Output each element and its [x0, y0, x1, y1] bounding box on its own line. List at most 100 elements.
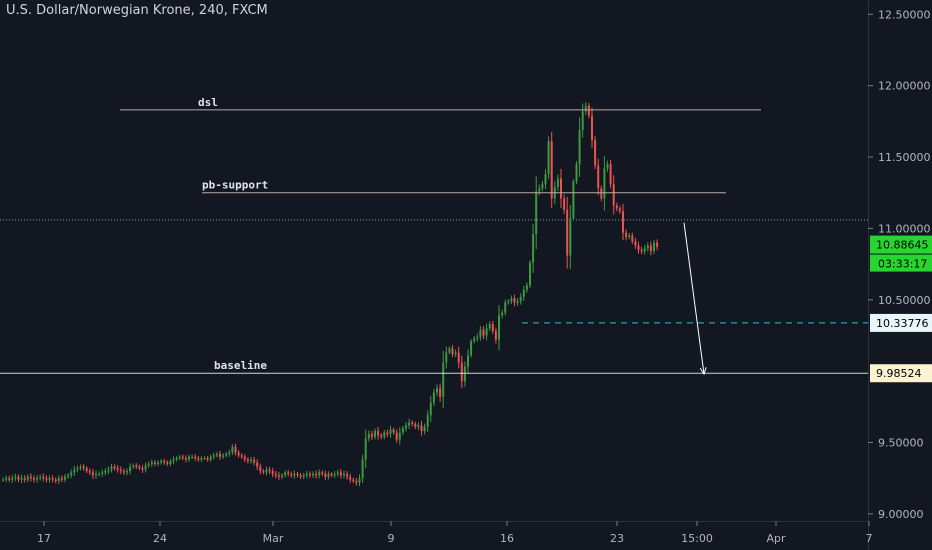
candle-body [516, 301, 519, 303]
price-axis[interactable]: 12.50000 12.00000 11.50000 11.00000 10.50000… [868, 8, 931, 521]
candle-body [374, 431, 376, 437]
candle-body [85, 468, 88, 472]
candle-body [20, 478, 23, 480]
candle-body [79, 466, 82, 469]
candle-body [538, 188, 541, 192]
candle-body [622, 211, 624, 233]
candle-body [333, 473, 336, 476]
candle-body [110, 466, 113, 470]
candle-body [532, 234, 535, 263]
candle-body [467, 355, 469, 367]
candle-body [563, 198, 566, 210]
candle-body [312, 473, 314, 476]
candle-body [293, 473, 296, 476]
candle-body [234, 446, 237, 453]
candle-body [240, 455, 243, 457]
candle-body [33, 478, 35, 480]
candle-body [274, 473, 277, 476]
candle-body [535, 191, 538, 235]
x-tick-label: 9 [388, 532, 395, 545]
candle-body [315, 473, 318, 476]
current-price-tag: 10.88645 [876, 239, 929, 252]
candle-body [259, 466, 262, 472]
candle-body [529, 262, 531, 286]
candle-body [491, 324, 494, 332]
y-tick-label: 9.50000 [878, 436, 924, 449]
candle-body [181, 456, 184, 459]
candle-body [377, 431, 380, 436]
candle-body [175, 458, 178, 460]
candle-body [498, 315, 500, 340]
candle-body [129, 466, 132, 472]
candle-body [243, 456, 246, 460]
candle-body [442, 362, 445, 397]
candle-body [591, 115, 593, 140]
candle-body [95, 473, 97, 476]
candle-body [578, 129, 581, 165]
candle-body [209, 456, 212, 460]
candle-body [281, 475, 283, 477]
candle-body [405, 425, 407, 429]
candle-body [460, 362, 463, 382]
y-tick-label: 10.50000 [878, 294, 931, 307]
candle-body [116, 468, 119, 470]
candle-body [389, 429, 392, 434]
y-tick-label: 11.50000 [878, 151, 931, 164]
candle-body [64, 476, 66, 480]
candle-body [426, 415, 429, 427]
forecast-arrow[interactable] [683, 222, 705, 375]
candle-body [73, 469, 76, 473]
candle-body [653, 242, 655, 252]
baseline-label: baseline [214, 359, 267, 372]
candle-body [14, 476, 17, 479]
candle-body [367, 433, 370, 439]
countdown-tag: 03:33:17 [878, 258, 927, 271]
candle-body [479, 329, 482, 337]
candle-body [417, 425, 420, 427]
pb-support-label: pb-support [202, 179, 268, 192]
candle-body [287, 472, 290, 474]
candle-body [386, 432, 389, 434]
candle-body [222, 455, 225, 457]
candle-body [501, 312, 504, 316]
candle-body [451, 348, 454, 354]
candle-body [246, 459, 249, 462]
time-axis[interactable]: 17 24 Mar 9 16 23 15:00 Apr 7 [37, 521, 873, 545]
candle-body [225, 453, 228, 456]
annotation-layer[interactable]: dsl pb-support baseline [0, 96, 868, 376]
candle-body [628, 235, 631, 237]
candle-body [429, 402, 432, 416]
candle-body [67, 475, 70, 477]
candle-body [436, 388, 438, 393]
candle-body [646, 245, 649, 249]
candle-body [45, 478, 48, 480]
candle-body [597, 165, 600, 189]
candle-body [191, 456, 194, 458]
candle-body [423, 426, 426, 432]
candle-body [253, 459, 256, 463]
candle-body [463, 366, 466, 382]
x-tick-label: 17 [37, 532, 51, 545]
candle-body [575, 164, 578, 182]
candle-body [5, 478, 8, 480]
candle-body [485, 328, 488, 336]
candle-body [215, 453, 218, 456]
candle-body [277, 475, 280, 477]
candle-body [318, 472, 321, 476]
countdown-tag-bg [870, 254, 932, 272]
candle-body [631, 235, 634, 242]
candle-body [290, 473, 293, 476]
candle-body [166, 462, 169, 464]
candle-body [541, 184, 544, 189]
candle-body [119, 469, 122, 472]
candle-body [256, 462, 259, 467]
x-tick-label: 7 [866, 532, 873, 545]
candle-body [380, 435, 383, 437]
candle-body [163, 461, 166, 463]
candle-body [184, 458, 187, 460]
candle-body [355, 481, 358, 483]
candle-body [547, 141, 550, 175]
candle-body [408, 422, 411, 426]
price-tags: 10.88645 03:33:17 10.33776 9.98524 [870, 235, 932, 383]
